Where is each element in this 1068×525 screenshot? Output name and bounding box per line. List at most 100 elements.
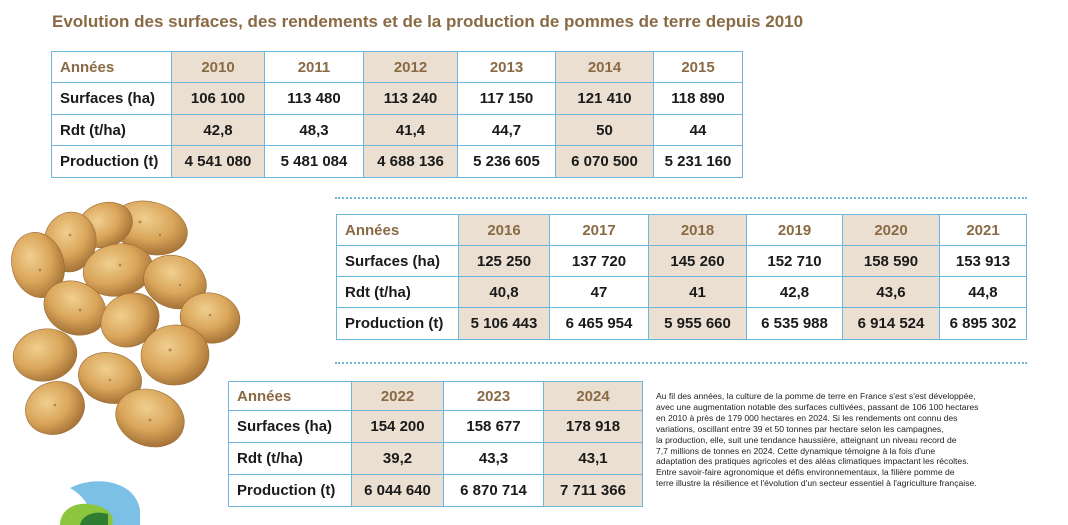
years-label: Années <box>228 381 352 411</box>
value-cell: 43,6 <box>842 276 940 308</box>
value-cell: 6 070 500 <box>555 145 654 178</box>
year-cell: 2012 <box>363 51 458 83</box>
year-cell: 2023 <box>443 381 544 411</box>
table-header-row: Années 2022 2023 2024 <box>228 381 643 411</box>
value-cell: 44 <box>653 114 743 146</box>
row-label: Surfaces (ha) <box>51 82 172 115</box>
paragraph-line: adaptation des pratiques agricoles et de… <box>656 456 969 467</box>
row-label: Production (t) <box>51 145 172 178</box>
table-2010-2015: Années 2010 2011 2012 2013 2014 2015 Sur… <box>51 51 743 178</box>
year-cell: 2018 <box>648 214 747 246</box>
table-row-surfaces: Surfaces (ha) 106 100 113 480 113 240 11… <box>51 82 743 115</box>
year-cell: 2014 <box>555 51 654 83</box>
year-cell: 2015 <box>653 51 743 83</box>
paragraph-line: la production, elle, suit une tendance h… <box>656 434 957 445</box>
value-cell: 153 913 <box>939 245 1027 277</box>
table-row-rdt: Rdt (t/ha) 40,8 47 41 42,8 43,6 44,8 <box>336 276 1027 308</box>
table-row-production: Production (t) 4 541 080 5 481 084 4 688… <box>51 145 743 178</box>
table-2022-2024: Années 2022 2023 2024 Surfaces (ha) 154 … <box>228 381 643 507</box>
value-cell: 158 590 <box>842 245 940 277</box>
brand-logo <box>60 481 140 525</box>
value-cell: 6 044 640 <box>351 474 444 507</box>
paragraph-line: Entre savoir-faire agronomique et défis … <box>656 467 955 478</box>
year-cell: 2017 <box>549 214 649 246</box>
paragraph-line: 7,7 millions de tonnes en 2024. Cette dy… <box>656 445 936 456</box>
value-cell: 6 895 302 <box>939 307 1027 340</box>
value-cell: 118 890 <box>653 82 743 115</box>
table-header-row: Années 2010 2011 2012 2013 2014 2015 <box>51 51 743 83</box>
value-cell: 117 150 <box>457 82 556 115</box>
paragraph-line: variations, oscillant entre 39 et 50 ton… <box>656 423 944 434</box>
value-cell: 5 481 084 <box>264 145 364 178</box>
value-cell: 44,8 <box>939 276 1027 308</box>
page-title: Evolution des surfaces, des rendements e… <box>52 12 804 31</box>
year-cell: 2021 <box>939 214 1027 246</box>
value-cell: 44,7 <box>457 114 556 146</box>
table-row-surfaces: Surfaces (ha) 154 200 158 677 178 918 <box>228 410 643 443</box>
dotted-separator <box>335 197 1027 199</box>
table-row-production: Production (t) 6 044 640 6 870 714 7 711… <box>228 474 643 507</box>
value-cell: 158 677 <box>443 410 544 443</box>
value-cell: 5 955 660 <box>648 307 747 340</box>
years-label: Années <box>51 51 172 83</box>
value-cell: 42,8 <box>171 114 265 146</box>
value-cell: 39,2 <box>351 442 444 475</box>
paragraph-line: en 2010 à près de 179 000 hectares en 20… <box>656 412 958 423</box>
value-cell: 154 200 <box>351 410 444 443</box>
value-cell: 41,4 <box>363 114 458 146</box>
value-cell: 6 914 524 <box>842 307 940 340</box>
year-cell: 2019 <box>746 214 843 246</box>
year-cell: 2024 <box>543 381 643 411</box>
table-row-production: Production (t) 5 106 443 6 465 954 5 955… <box>336 307 1027 340</box>
value-cell: 137 720 <box>549 245 649 277</box>
value-cell: 6 870 714 <box>443 474 544 507</box>
value-cell: 4 541 080 <box>171 145 265 178</box>
row-label: Production (t) <box>336 307 459 340</box>
value-cell: 41 <box>648 276 747 308</box>
value-cell: 47 <box>549 276 649 308</box>
value-cell: 50 <box>555 114 654 146</box>
value-cell: 40,8 <box>458 276 550 308</box>
value-cell: 106 100 <box>171 82 265 115</box>
value-cell: 4 688 136 <box>363 145 458 178</box>
year-cell: 2010 <box>171 51 265 83</box>
value-cell: 48,3 <box>264 114 364 146</box>
value-cell: 6 535 988 <box>746 307 843 340</box>
potatoes-image <box>11 200 241 448</box>
value-cell: 113 480 <box>264 82 364 115</box>
row-label: Surfaces (ha) <box>228 410 352 443</box>
value-cell: 178 918 <box>543 410 643 443</box>
table-row-rdt: Rdt (t/ha) 39,2 43,3 43,1 <box>228 442 643 475</box>
year-cell: 2013 <box>457 51 556 83</box>
table-header-row: Années 2016 2017 2018 2019 2020 2021 <box>336 214 1027 246</box>
year-cell: 2011 <box>264 51 364 83</box>
value-cell: 42,8 <box>746 276 843 308</box>
row-label: Rdt (t/ha) <box>51 114 172 146</box>
row-label: Surfaces (ha) <box>336 245 459 277</box>
table-row-rdt: Rdt (t/ha) 42,8 48,3 41,4 44,7 50 44 <box>51 114 743 146</box>
value-cell: 5 236 605 <box>457 145 556 178</box>
value-cell: 5 106 443 <box>458 307 550 340</box>
value-cell: 145 260 <box>648 245 747 277</box>
value-cell: 152 710 <box>746 245 843 277</box>
dotted-separator <box>335 362 1027 364</box>
table-2016-2021: Années 2016 2017 2018 2019 2020 2021 Sur… <box>336 214 1027 340</box>
year-cell: 2022 <box>351 381 444 411</box>
value-cell: 7 711 366 <box>543 474 643 507</box>
value-cell: 125 250 <box>458 245 550 277</box>
value-cell: 113 240 <box>363 82 458 115</box>
paragraph-line: avec une augmentation notable des surfac… <box>656 401 979 412</box>
paragraph-line: Au fil des années, la culture de la pomm… <box>656 391 976 401</box>
year-cell: 2016 <box>458 214 550 246</box>
value-cell: 121 410 <box>555 82 654 115</box>
value-cell: 43,3 <box>443 442 544 475</box>
paragraph-line: terre illustre la résilience et l'évolut… <box>656 478 977 489</box>
description-paragraph: Au fil des années, la culture de la pomm… <box>656 391 1046 489</box>
row-label: Rdt (t/ha) <box>336 276 459 308</box>
value-cell: 6 465 954 <box>549 307 649 340</box>
table-row-surfaces: Surfaces (ha) 125 250 137 720 145 260 15… <box>336 245 1027 277</box>
row-label: Production (t) <box>228 474 352 507</box>
value-cell: 43,1 <box>543 442 643 475</box>
value-cell: 5 231 160 <box>653 145 743 178</box>
years-label: Années <box>336 214 459 246</box>
